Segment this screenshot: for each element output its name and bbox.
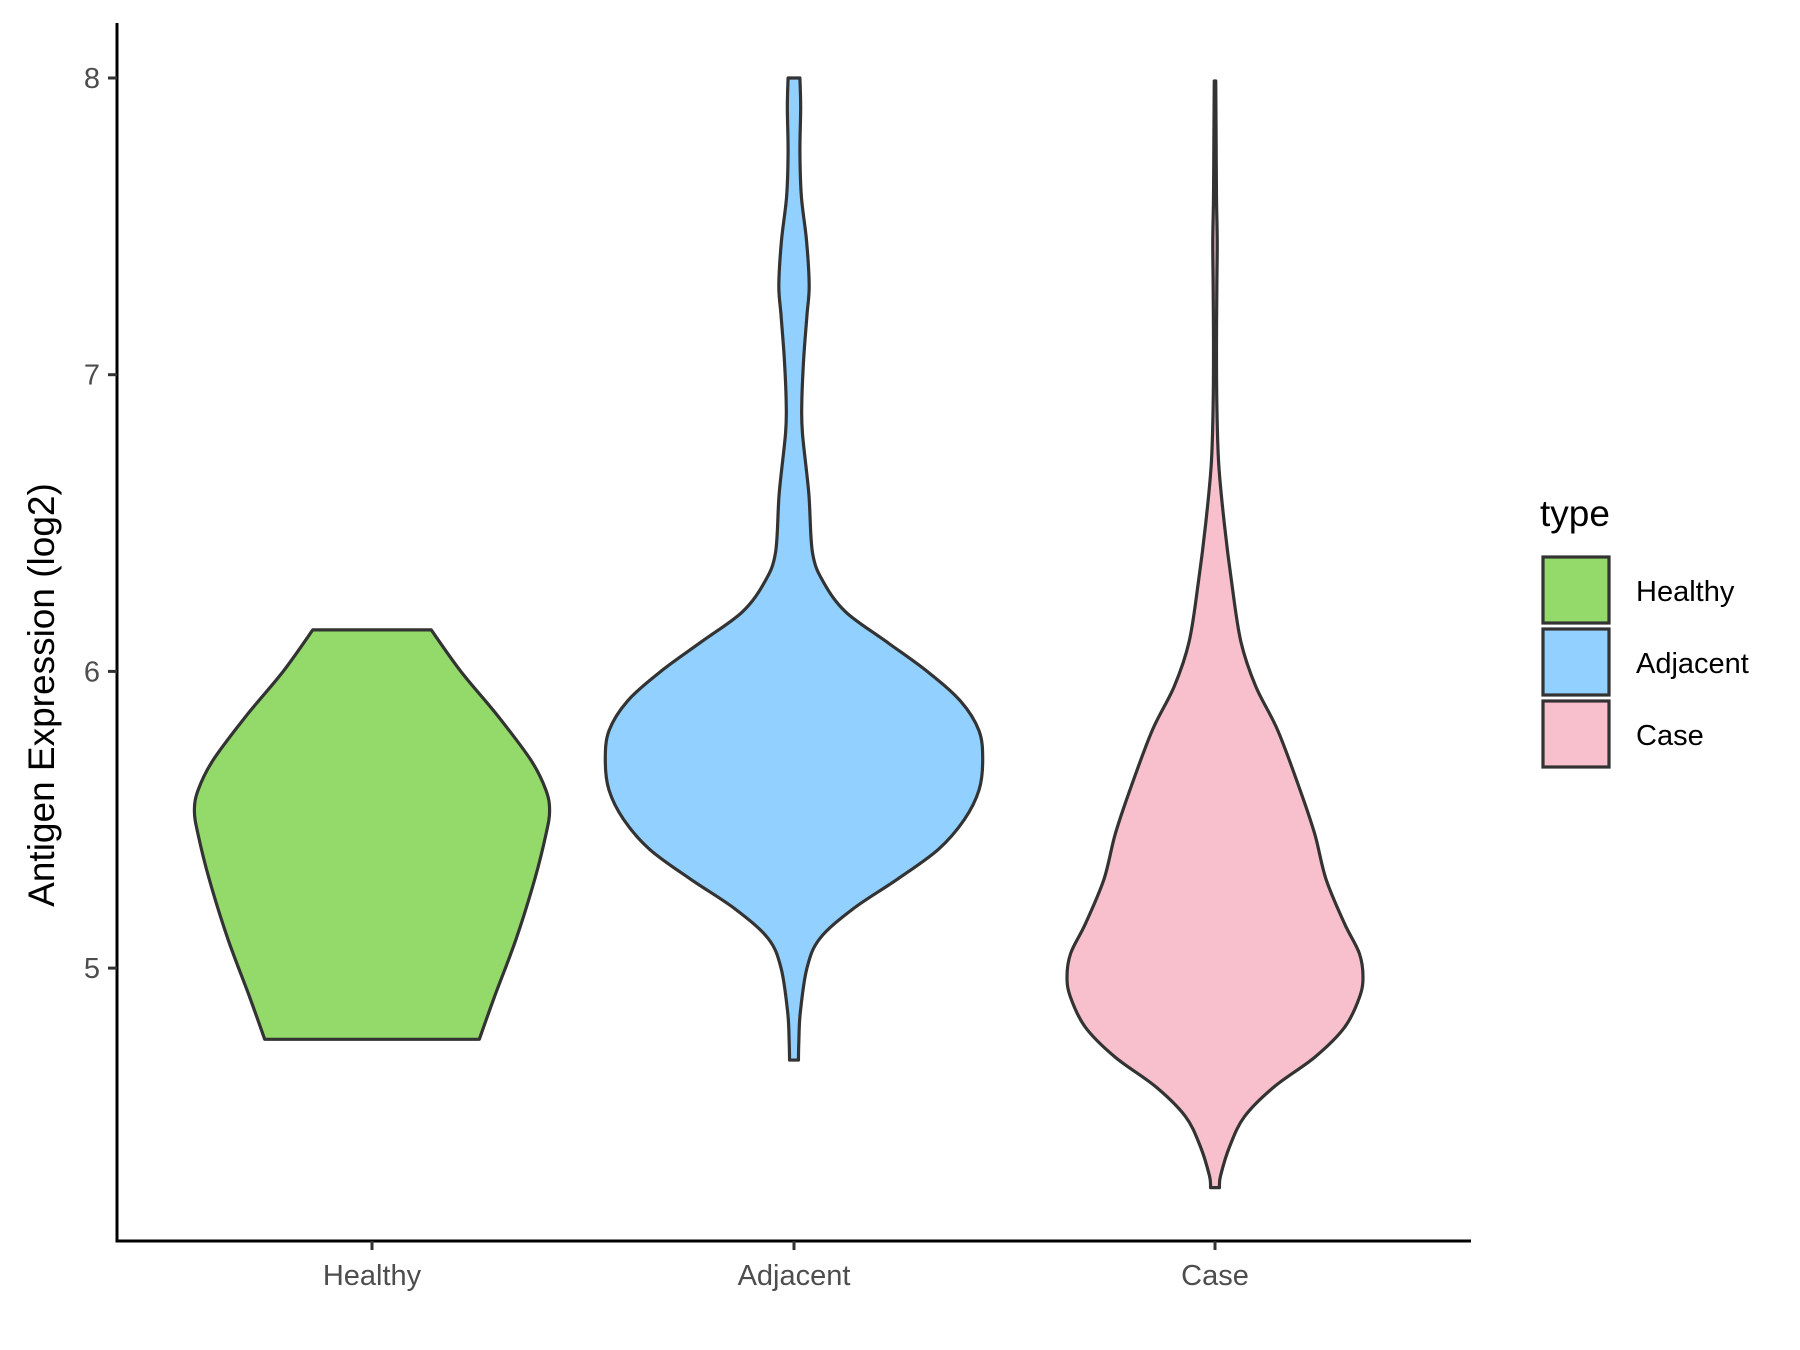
- x-axis-ticks: Healthy Adjacent Case: [323, 1241, 1249, 1292]
- y-axis-ticks: 5 6 7 8: [84, 63, 117, 985]
- legend-label-adjacent: Adjacent: [1636, 648, 1749, 680]
- legend-title: type: [1540, 493, 1610, 534]
- violin-healthy: [192, 628, 552, 1041]
- x-tick-label-case: Case: [1181, 1260, 1249, 1292]
- violin-case: [1065, 79, 1365, 1190]
- legend-key-case: [1541, 699, 1611, 769]
- legend: type Healthy Adjacent Case: [1540, 493, 1749, 769]
- legend-key-healthy: [1541, 555, 1611, 625]
- y-tick-label: 5: [84, 953, 100, 985]
- violin-adjacent: [603, 76, 985, 1062]
- legend-key-adjacent: [1541, 627, 1611, 697]
- y-tick-label: 8: [84, 63, 100, 95]
- x-tick-label-healthy: Healthy: [323, 1260, 422, 1292]
- legend-label-healthy: Healthy: [1636, 576, 1735, 608]
- x-tick-label-adjacent: Adjacent: [738, 1260, 851, 1292]
- violin-group: [192, 76, 1365, 1190]
- y-tick-label: 6: [84, 656, 100, 688]
- legend-label-case: Case: [1636, 720, 1704, 752]
- y-axis-title: Antigen Expression (log2): [21, 483, 62, 907]
- y-tick-label: 7: [84, 360, 100, 392]
